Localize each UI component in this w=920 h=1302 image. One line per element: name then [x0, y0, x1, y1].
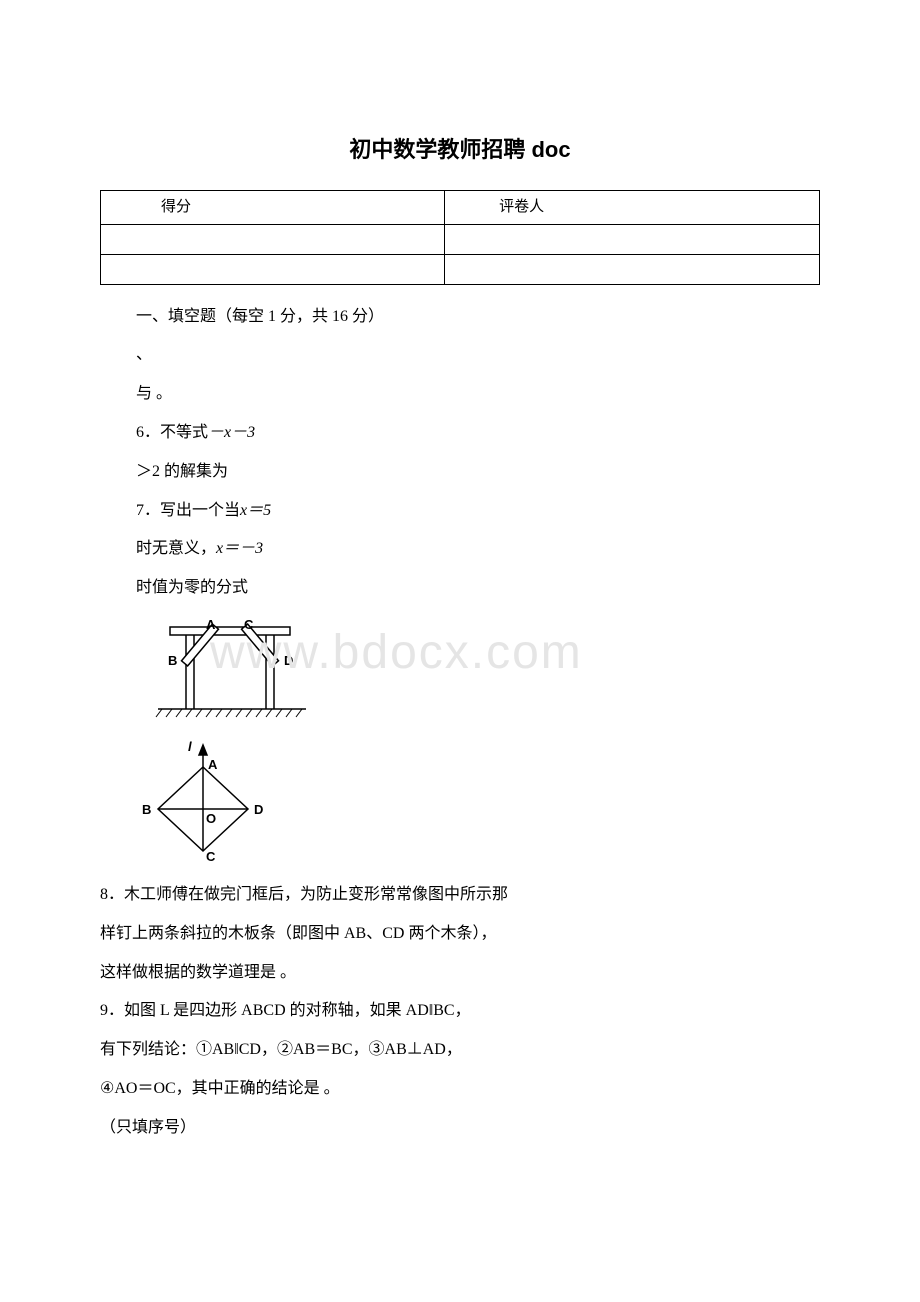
- q9-line-1: 9．如图 L 是四边形 ABCD 的对称轴，如果 AD‖BC，: [100, 997, 820, 1026]
- page-title: 初中数学教师招聘 doc: [100, 130, 820, 170]
- diagram-door-frame: A B C D: [128, 613, 820, 723]
- label-A-2: A: [208, 757, 218, 772]
- label-B-1: B: [168, 653, 177, 668]
- score-cell-1: [101, 224, 445, 254]
- q9-line-3: ④AO＝OC，其中正确的结论是 。: [100, 1075, 820, 1104]
- label-B-2: B: [142, 802, 151, 817]
- punct-line-2: 与 。: [136, 380, 820, 409]
- q7-prefix: 7．写出一个当: [136, 502, 240, 519]
- q8-line-2: 样钉上两条斜拉的木板条（即图中 AB、CD 两个木条），: [100, 920, 820, 949]
- q6-line-1: 6．不等式－x－3: [136, 419, 820, 448]
- punct-line-1: 、: [136, 341, 820, 370]
- score-cell-3: [101, 254, 445, 284]
- label-C-2: C: [206, 849, 216, 864]
- label-A-1: A: [206, 617, 216, 632]
- q9-line-2: 有下列结论：①AB‖CD，②AB＝BC，③AB⊥AD，: [100, 1036, 820, 1065]
- score-cell-2: [445, 224, 820, 254]
- section-header: 一、填空题（每空 1 分，共 16 分）: [136, 303, 820, 332]
- q7-expr1: x＝5: [240, 502, 271, 519]
- q8-line-1: 8．木工师傅在做完门框后，为防止变形常常像图中所示那: [100, 881, 820, 910]
- q7-expr2: x＝－3: [216, 540, 263, 557]
- label-C-1: C: [244, 617, 254, 632]
- q6-expr: －x－3: [208, 424, 255, 441]
- diagram-rhombus: l A B C D O: [128, 737, 820, 867]
- score-cell-4: [445, 254, 820, 284]
- q7-mid: 时无意义，: [136, 540, 216, 557]
- q6-prefix: 6．不等式: [136, 424, 208, 441]
- label-O: O: [206, 811, 216, 826]
- q7-line-2: 时无意义，x＝－3: [136, 535, 820, 564]
- q8-line-3: 这样做根据的数学道理是 。: [100, 959, 820, 988]
- score-header-2: 评卷人: [445, 190, 820, 224]
- label-D-1: D: [284, 653, 293, 668]
- q6-line-2: ＞2 的解集为: [136, 458, 820, 487]
- label-l: l: [188, 739, 192, 754]
- label-D-2: D: [254, 802, 263, 817]
- q7-line-3: 时值为零的分式: [136, 574, 820, 603]
- score-table: 得分 评卷人: [100, 190, 820, 285]
- score-header-1: 得分: [101, 190, 445, 224]
- q7-line-1: 7．写出一个当x＝5: [136, 497, 820, 526]
- q9-line-4: （只填序号）: [100, 1114, 820, 1143]
